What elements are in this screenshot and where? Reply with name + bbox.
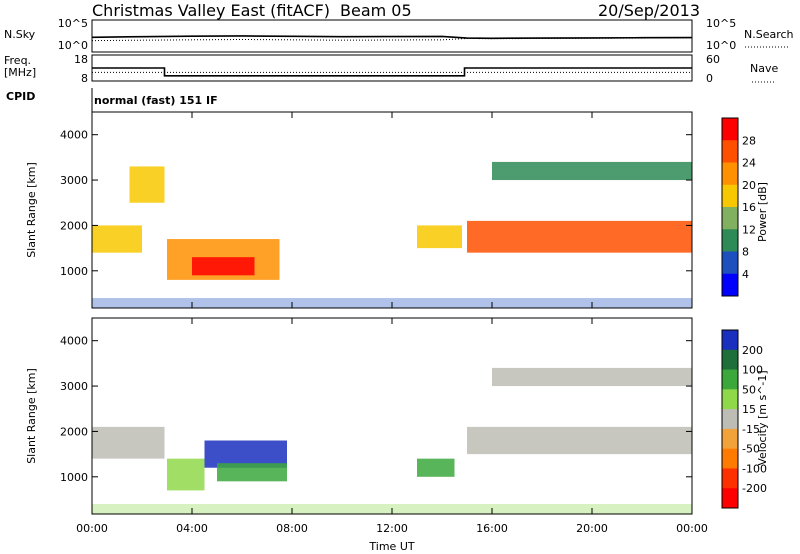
- freq-label: Freq.: [4, 54, 31, 67]
- colorbar-swatch: [722, 140, 738, 163]
- colorbar-tick-label: 20: [742, 179, 756, 192]
- data-region: [92, 426, 165, 459]
- colorbar-swatch: [722, 330, 738, 351]
- x-tick-label: 04:00: [176, 522, 208, 535]
- colorbar-tick-label: 12: [742, 223, 756, 236]
- x-tick-label: 00:00: [676, 522, 708, 535]
- data-region: [492, 161, 692, 181]
- data-region: [192, 257, 255, 276]
- x-tick-label: 16:00: [476, 522, 508, 535]
- colorbar-swatch: [722, 448, 738, 469]
- colorbar-tick-label: 24: [742, 157, 756, 170]
- colorbar-tick-label: 200: [742, 344, 763, 357]
- colorbar-tick-label: 4: [742, 268, 749, 281]
- y-tick-label: 1000: [60, 471, 88, 484]
- noise-strip: N.Sky N.Search 10^5 10^0 10^5 10^0: [4, 17, 794, 53]
- data-region: [167, 458, 205, 491]
- velocity-ylabel: Slant Range [km]: [25, 368, 38, 464]
- x-axis: 00:00 04:00 08:00 12:00 16:00 20:00 00:00: [76, 112, 708, 535]
- data-region: [492, 367, 692, 387]
- colorbar-tick-label: 8: [742, 246, 749, 259]
- freq-unit-label: [MHz]: [4, 66, 36, 79]
- colorbar-swatch: [722, 409, 738, 430]
- y-tick-label: 2000: [60, 425, 88, 438]
- noise-top-tick-left: 10^5: [58, 17, 88, 30]
- x-axis-label: Time UT: [368, 540, 414, 553]
- nave-bottom-tick: 0: [706, 72, 713, 85]
- velocity-colorbar-label: Velocity [m s^-1]: [756, 370, 769, 465]
- date-title: 20/Sep/2013: [598, 1, 700, 20]
- colorbar-tick-label: -50: [742, 443, 760, 456]
- y-tick-label: 2000: [60, 219, 88, 232]
- freq-strip: Freq. [MHz] Nave 18 8 60 0: [4, 53, 778, 85]
- freq-top-tick: 18: [74, 53, 88, 66]
- data-region: [417, 458, 455, 477]
- x-tick-label: 00:00: [76, 522, 108, 535]
- x-tick-label: 08:00: [276, 522, 308, 535]
- colorbar-swatch: [722, 369, 738, 390]
- colorbar-swatch: [722, 273, 738, 297]
- colorbar-swatch: [722, 207, 738, 230]
- colorbar-frame: [721, 329, 739, 509]
- y-tick-label: 1000: [60, 265, 88, 278]
- data-region: [217, 463, 287, 482]
- power-panel: 1000 2000 3000 4000 Slant Range [km]: [25, 111, 693, 309]
- y-tick-label: 4000: [60, 129, 88, 142]
- cpid-value: normal (fast) 151 IF: [94, 94, 218, 107]
- colorbar-swatch: [722, 251, 738, 275]
- y-tick-label: 3000: [60, 380, 88, 393]
- data-region: [92, 225, 142, 253]
- nsky-label: N.Sky: [4, 28, 36, 41]
- nave-label: Nave: [750, 62, 778, 75]
- colorbar-swatch: [722, 229, 738, 252]
- power-colorbar-label: Power [dB]: [756, 182, 769, 242]
- power-ylabel: Slant Range [km]: [25, 162, 38, 258]
- nsearch-label: N.Search: [744, 28, 794, 41]
- power-colorbar: 28 24 20 16 12 8 4: [721, 117, 756, 297]
- nsky-line: [91, 35, 693, 40]
- cpid-label: CPID: [6, 90, 35, 103]
- x-tick-label: 12:00: [376, 522, 408, 535]
- colorbar-tick-label: 50: [742, 383, 756, 396]
- colorbar-tick-label: 28: [742, 134, 756, 147]
- colorbar-swatch: [722, 349, 738, 371]
- freq-bottom-tick: 8: [81, 72, 88, 85]
- y-tick-label: 3000: [60, 174, 88, 187]
- data-region: [467, 426, 692, 455]
- noise-top-tick-right: 10^5: [706, 17, 736, 30]
- colorbar-swatch: [722, 162, 738, 186]
- nave-top-tick: 60: [706, 53, 720, 66]
- colorbar-tick-label: 15: [742, 403, 756, 416]
- colorbar-swatch: [722, 118, 738, 141]
- data-region: [467, 220, 692, 253]
- colorbar-swatch: [722, 389, 738, 410]
- y-tick-label: 4000: [60, 335, 88, 348]
- station-title: Christmas Valley East (fitACF): [92, 1, 330, 20]
- velocity-colorbar: 200 100 50 15 -15 -50 -100 -200: [721, 329, 767, 509]
- noise-bottom-tick-left: 10^0: [58, 39, 88, 52]
- data-region: [129, 166, 165, 203]
- noise-frame: [91, 19, 693, 53]
- colorbar-frame: [721, 117, 739, 297]
- beam-title: Beam 05: [340, 1, 412, 20]
- colorbar-tick-label: 16: [742, 201, 756, 214]
- colorbar-tick-label: 100: [742, 364, 763, 377]
- data-region: [417, 225, 462, 249]
- x-tick-label: 20:00: [576, 522, 608, 535]
- freq-line: [92, 67, 692, 77]
- colorbar-tick-label: -200: [742, 482, 767, 495]
- colorbar-swatch: [722, 488, 738, 509]
- colorbar-swatch: [722, 468, 738, 489]
- nsearch-line: [91, 37, 693, 42]
- colorbar-swatch: [722, 428, 738, 450]
- colorbar-tick-label: -100: [742, 462, 767, 475]
- colorbar-tick-label: -15: [742, 423, 760, 436]
- noise-bottom-tick-right: 10^0: [706, 39, 736, 52]
- colorbar-swatch: [722, 184, 738, 208]
- velocity-panel: 1000 2000 3000 4000 Slant Range [km]: [25, 317, 693, 515]
